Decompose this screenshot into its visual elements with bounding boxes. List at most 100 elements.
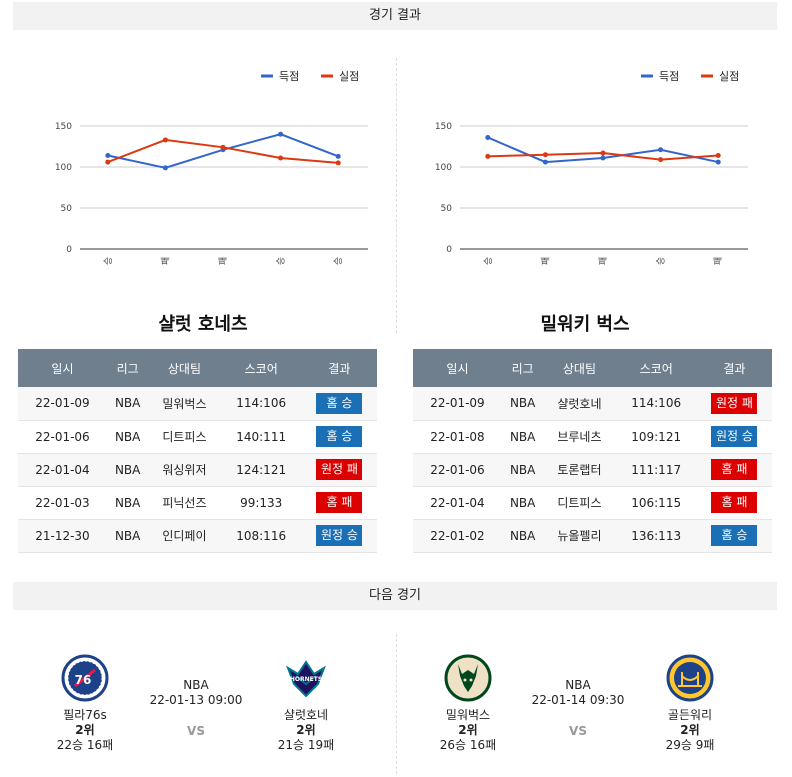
cell-league: NBA [106,387,149,421]
cell-date: 22-01-09 [18,387,107,421]
vs-label: VS [569,724,587,738]
data-point [220,144,226,150]
col-result: 결과 [301,349,377,387]
x-tick-label: 승 [483,257,494,265]
next-game-2-info: NBA 22-01-14 09:30 [518,678,638,708]
x-tick-label: 승 [103,257,114,265]
table-row: 22-01-04 NBA 디트피스 106:115 홈 패 [413,486,772,520]
table-row: 22-01-08 NBA 브루네츠 109:121 원정 승 [413,420,772,454]
league-label: NBA [565,678,591,692]
column-divider [396,634,397,774]
result-badge: 홈 패 [711,492,758,513]
table-row: 22-01-03 NBA 피닉선즈 99:133 홈 패 [18,486,377,520]
cell-date: 22-01-04 [413,486,502,520]
data-point [278,131,284,137]
table-row: 22-01-09 NBA 샬럿호네 114:106 원정 패 [413,387,772,421]
svg-text:76: 76 [75,673,92,687]
column-divider [396,58,397,333]
team-name: 샬럿호네 [283,708,329,722]
game-datetime: 22-01-13 09:00 [149,693,243,707]
data-point [105,153,111,159]
cell-league: NBA [501,387,544,421]
cell-league: NBA [106,420,149,454]
col-score: 스코어 [220,349,302,387]
game-datetime: 22-01-14 09:30 [531,693,625,707]
legend-label: 득점 [659,70,679,83]
bucks-logo-icon [444,654,492,702]
x-tick-label: 패 [540,257,551,265]
cell-league: NBA [501,519,544,553]
legend-label: 실점 [339,70,359,83]
next-game-1-info: NBA 22-01-13 09:00 [136,678,256,708]
data-point [278,155,284,161]
chart-charlotte: 0 50 100 150 승 패 패 승 승 득점 실점 [55,70,368,265]
cell-date: 22-01-06 [413,453,502,487]
team-rank: 2위 [458,723,478,737]
team-title-milwaukee: 밀워키 벅스 [540,314,630,335]
team-record: 22승 16패 [56,738,114,752]
next-game-2-home: 밀워벅스 2위 26승 16패 [413,708,523,753]
cell-league: NBA [106,453,149,487]
col-date: 일시 [413,349,502,387]
cell-score: 109:121 [615,420,697,454]
cell-date: 22-01-09 [413,387,502,421]
result-badge: 원정 승 [316,525,363,546]
cell-opponent: 토론랩터 [543,453,616,487]
y-tick-label: 50 [61,204,73,214]
table-row: 22-01-04 NBA 워싱위저 124:121 원정 패 [18,453,377,487]
team-record: 21승 19패 [277,738,335,752]
table-row: 21-12-30 NBA 인디페이 108:116 원정 승 [18,519,377,553]
cell-league: NBA [501,453,544,487]
cell-score: 114:106 [220,387,302,421]
cell-opponent: 디트피스 [148,420,221,454]
y-tick-label: 100 [55,163,72,173]
cell-opponent: 인디페이 [148,519,221,553]
result-badge: 홈 승 [316,426,363,447]
cell-score: 136:113 [615,519,697,553]
vs-label: VS [187,724,205,738]
table-header-row: 일시 리그 상대팀 스코어 결과 [413,349,772,387]
y-tick-label: 0 [66,245,72,255]
team-record: 29승 9패 [665,738,715,752]
col-league: 리그 [501,349,544,387]
cell-league: NBA [106,519,149,553]
x-tick-label: 승 [333,257,344,265]
col-result: 결과 [696,349,772,387]
y-tick-label: 150 [55,122,72,132]
league-label: NBA [183,678,209,692]
cell-date: 22-01-08 [413,420,502,454]
data-point [162,165,168,171]
data-point [485,153,491,159]
cell-score: 111:117 [615,453,697,487]
cell-score: 140:111 [220,420,302,454]
data-point [600,150,606,156]
hornets-logo-icon: HORNETS [286,660,326,698]
data-point [105,159,111,165]
data-point [542,159,548,165]
legend-label: 득점 [279,70,299,83]
cell-league: NBA [501,486,544,520]
results-table-charlotte: 일시 리그 상대팀 스코어 결과 22-01-09 NBA 밀워벅스 114:1… [18,349,377,553]
result-badge: 홈 승 [316,392,363,414]
table-row: 22-01-02 NBA 뉴올펠리 136:113 홈 승 [413,519,772,553]
data-point [715,153,721,159]
results-table-milwaukee: 일시 리그 상대팀 스코어 결과 22-01-09 NBA 샬럿호네 114:1… [413,349,772,553]
team-name: 골든워리 [667,708,713,722]
team-rank: 2위 [296,723,316,737]
cell-score: 99:133 [220,486,302,520]
sixers-logo-icon: 76 [61,654,109,702]
result-badge: 홈 패 [711,459,758,480]
next-game-1-away: 샬럿호네 2위 21승 19패 [251,708,361,753]
team-rank: 2위 [75,723,95,737]
cell-opponent: 브루네츠 [543,420,616,454]
cell-opponent: 밀워벅스 [148,387,221,421]
results-section-header: 경기 결과 [13,2,777,30]
data-point [162,137,168,143]
y-tick-label: 100 [435,163,452,173]
x-tick-label: 승 [656,257,667,265]
x-tick-label: 패 [598,257,609,265]
cell-opponent: 디트피스 [543,486,616,520]
cell-league: NBA [501,420,544,454]
cell-opponent: 피닉선즈 [148,486,221,520]
cell-date: 22-01-04 [18,453,107,487]
